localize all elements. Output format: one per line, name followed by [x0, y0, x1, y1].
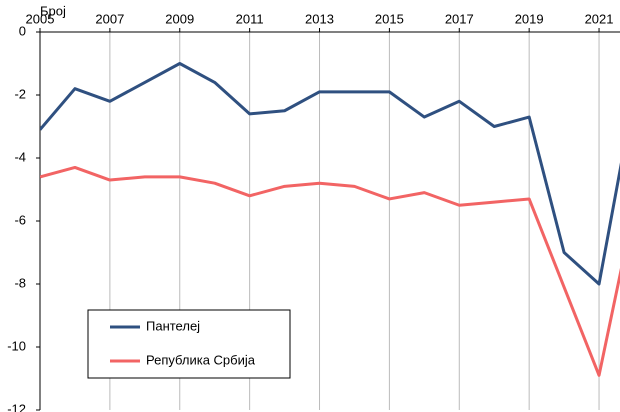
y-axis-label: Број: [40, 3, 66, 18]
x-tick-label: 2021: [585, 11, 614, 26]
x-tick-label: 2011: [236, 11, 264, 26]
y-tick-label: -4: [14, 149, 26, 164]
legend-box: [87, 309, 291, 379]
y-tick-label: -2: [14, 86, 26, 101]
x-tick-label: 2013: [305, 11, 334, 26]
x-tick-label: 2017: [445, 11, 474, 26]
y-tick-label: -12: [7, 401, 26, 412]
legend-label: Пантелеј: [146, 318, 200, 333]
y-tick-label: -8: [14, 275, 26, 290]
x-tick-label: 2015: [375, 11, 404, 26]
plot-area: [40, 62, 620, 377]
x-tick-label: 2007: [95, 11, 124, 26]
series-line: [40, 62, 620, 286]
x-tick-label: 2019: [515, 11, 544, 26]
y-tick-label: 0: [19, 23, 26, 38]
x-tick-label: 2005: [26, 11, 55, 26]
series-line: [40, 165, 620, 377]
x-tick-label: 2009: [165, 11, 194, 26]
legend-label: Република Србија: [146, 352, 256, 367]
y-tick-label: -6: [14, 212, 26, 227]
y-tick-label: -10: [7, 338, 26, 353]
